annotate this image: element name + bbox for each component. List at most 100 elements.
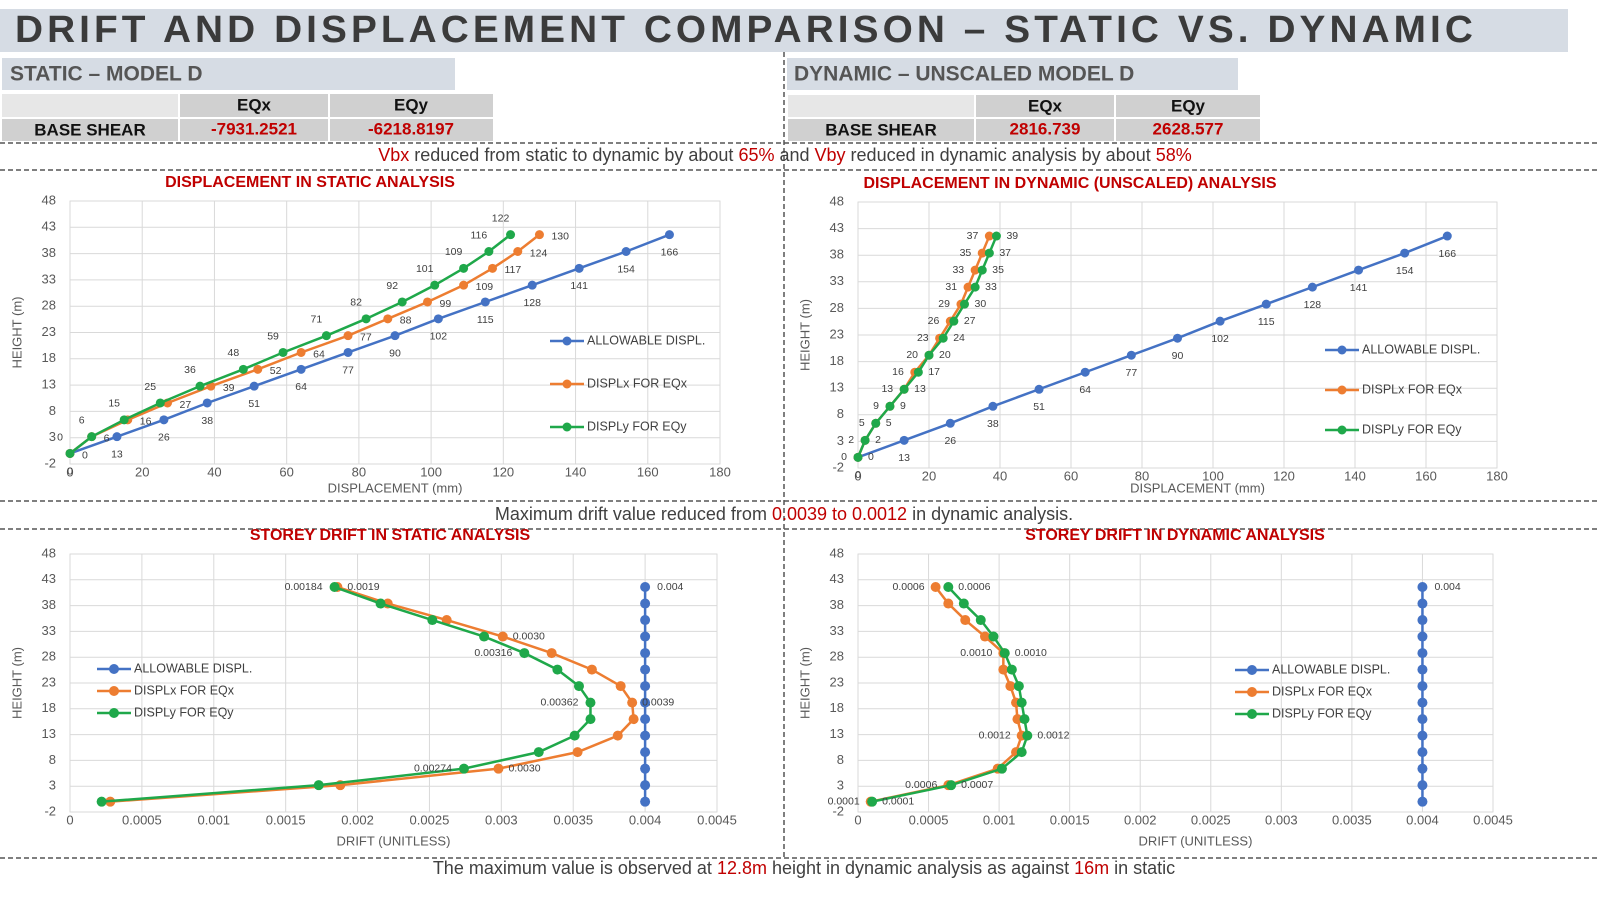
x-tick-label: 80 bbox=[1135, 468, 1149, 483]
data-point bbox=[585, 714, 596, 725]
data-point bbox=[1126, 350, 1136, 360]
table-cell bbox=[788, 119, 974, 141]
y-tick-label: 38 bbox=[42, 245, 56, 260]
data-label: 37 bbox=[967, 230, 979, 242]
note-segment: The maximum value is observed at bbox=[433, 858, 717, 878]
static-title: STATIC – MODEL D bbox=[10, 63, 203, 86]
data-point bbox=[867, 796, 878, 807]
data-point bbox=[853, 452, 863, 462]
data-label: 16 bbox=[892, 366, 904, 378]
data-label: 128 bbox=[1304, 299, 1322, 311]
data-label: 77 bbox=[1126, 367, 1138, 379]
data-label: 13 bbox=[111, 448, 123, 460]
data-label: 26 bbox=[944, 435, 956, 447]
data-point bbox=[930, 582, 941, 593]
data-label: 0.0006 bbox=[958, 581, 990, 593]
table-cell bbox=[788, 95, 974, 117]
data-label: 109 bbox=[445, 246, 463, 258]
data-point bbox=[1016, 747, 1027, 758]
data-label: 35 bbox=[992, 264, 1004, 276]
x-axis-label: DISPLACEMENT (mm) bbox=[328, 480, 463, 495]
data-point bbox=[640, 747, 651, 758]
data-point bbox=[628, 714, 639, 725]
dynamic-title: DYNAMIC – UNSCALED MODEL D bbox=[794, 63, 1134, 86]
data-label: 0 bbox=[868, 451, 874, 463]
data-label: 88 bbox=[400, 315, 412, 327]
x-tick-label: 180 bbox=[709, 464, 731, 479]
table-cell bbox=[180, 94, 328, 117]
x-tick-label: 0.004 bbox=[1406, 812, 1439, 827]
data-label: 77 bbox=[360, 331, 372, 343]
x-tick-label: 0.0015 bbox=[1050, 812, 1090, 827]
y-tick-label: 43 bbox=[42, 219, 56, 234]
data-point bbox=[458, 763, 469, 774]
legend-marker bbox=[1247, 665, 1257, 675]
x-tick-label: 120 bbox=[1273, 468, 1295, 483]
y-tick-label: 8 bbox=[837, 406, 844, 421]
y-tick-label: 28 bbox=[830, 300, 844, 315]
data-label: 6 bbox=[79, 414, 85, 426]
data-point bbox=[612, 730, 623, 741]
x-tick-label: 100 bbox=[420, 464, 442, 479]
data-point bbox=[640, 697, 651, 708]
data-point bbox=[1016, 697, 1027, 708]
data-point bbox=[1173, 333, 1182, 343]
data-point bbox=[1442, 231, 1452, 241]
table-cell bbox=[976, 119, 1114, 141]
series-line bbox=[857, 234, 1448, 459]
data-point bbox=[640, 582, 651, 593]
data-point bbox=[488, 263, 497, 273]
data-label: 15 bbox=[108, 398, 120, 410]
data-point bbox=[1034, 384, 1044, 394]
data-point bbox=[119, 415, 129, 425]
data-label: 9 bbox=[900, 400, 906, 412]
data-label: 20 bbox=[906, 349, 918, 361]
data-point bbox=[574, 263, 584, 273]
data-point bbox=[527, 280, 537, 290]
static-header bbox=[2, 58, 455, 90]
x-tick-label: 40 bbox=[207, 464, 221, 479]
y-tick-label: -2 bbox=[832, 459, 844, 474]
data-point bbox=[977, 248, 987, 258]
y-tick-label: 23 bbox=[830, 674, 844, 689]
x-tick-label: 0.003 bbox=[485, 812, 518, 827]
legend-label: DISPLx FOR EQx bbox=[1272, 684, 1373, 698]
data-point bbox=[513, 246, 523, 256]
data-label: 92 bbox=[386, 280, 398, 292]
data-point bbox=[479, 631, 490, 642]
y-tick-label: 23 bbox=[42, 324, 56, 339]
data-label: 59 bbox=[267, 330, 279, 342]
data-label: 36 bbox=[184, 364, 196, 376]
y-tick-label: 13 bbox=[42, 726, 56, 741]
data-point bbox=[65, 448, 75, 458]
data-point bbox=[958, 598, 969, 609]
data-point bbox=[484, 246, 494, 256]
x-tick-label: 60 bbox=[1064, 468, 1078, 483]
series-line bbox=[69, 233, 670, 455]
note-segment: 12.8m bbox=[717, 858, 767, 878]
data-label: 71 bbox=[311, 313, 323, 325]
series-line bbox=[69, 233, 512, 455]
data-point bbox=[1261, 299, 1271, 309]
legend-label: DISPLy FOR EQy bbox=[1362, 422, 1462, 436]
data-label: 0.0012 bbox=[979, 729, 1011, 741]
data-point bbox=[390, 331, 400, 341]
data-label: 124 bbox=[530, 247, 548, 259]
data-label: 0 bbox=[67, 465, 73, 477]
x-tick-label: 140 bbox=[565, 464, 587, 479]
data-label: 82 bbox=[350, 297, 362, 309]
data-point bbox=[296, 347, 306, 357]
table-header: EQx bbox=[1028, 96, 1063, 115]
data-point bbox=[433, 314, 443, 324]
note-segment: 0.0039 to 0.0012 bbox=[772, 504, 907, 524]
legend-label: DISPLx FOR EQx bbox=[1362, 382, 1463, 396]
data-point bbox=[640, 730, 651, 741]
y-tick-label: 13 bbox=[830, 726, 844, 741]
data-point bbox=[1417, 615, 1428, 626]
table-value: -6218.8197 bbox=[368, 119, 454, 138]
data-point bbox=[1417, 763, 1428, 774]
y-tick-label: 38 bbox=[830, 247, 844, 262]
y-tick-label: 18 bbox=[830, 353, 844, 368]
y-tick-label: -2 bbox=[44, 803, 56, 818]
data-point bbox=[640, 615, 651, 626]
